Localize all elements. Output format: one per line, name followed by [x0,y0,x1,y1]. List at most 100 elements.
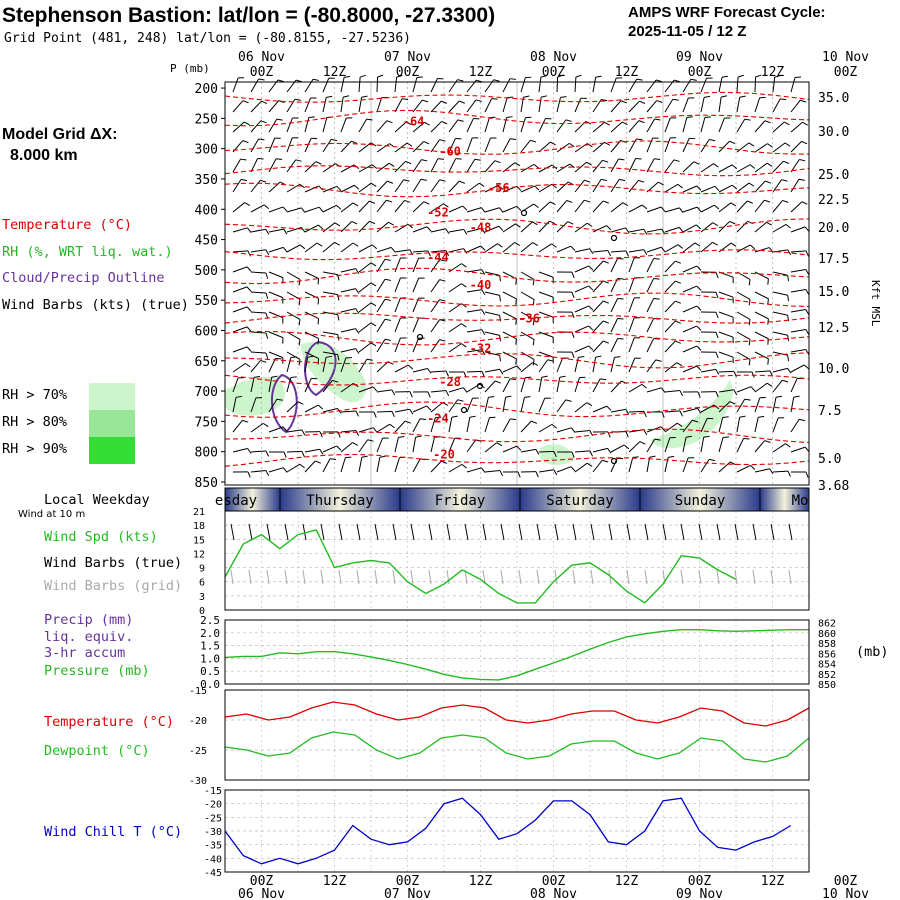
wind-barb-flag [781,179,788,182]
bottom-hour-tick: 12Z [469,874,493,889]
wind-barb [412,418,421,433]
wind-barb [394,121,407,133]
wind-barb [322,163,336,173]
pressure-tick: 852 [818,670,836,681]
wind-barb [538,469,554,473]
wind-barb-flag [636,138,643,141]
wind-barb [466,118,474,133]
wind-barb-flag [515,318,517,325]
wind-barb-flag [578,356,585,358]
wind-barb-flag [606,405,612,411]
upper-air-frame [224,81,810,486]
wind-barb [340,429,356,433]
wind-barb-flag [367,439,374,442]
wind-barb-flag [675,340,682,344]
wind-barb [592,320,604,333]
wind-barb-flag [461,463,467,469]
wind-barb-flag [787,249,792,256]
wind-barb [304,378,312,393]
wind-barb-flag [498,225,504,231]
wind-barb-flag [571,351,575,358]
wind-barb [700,185,716,193]
wind-barb-flag [307,355,314,358]
temperature-contour [224,218,810,235]
grid-wind-barb [356,569,360,585]
wind-barb-flag [480,245,486,251]
wind-barb [790,446,806,453]
wind-barb [268,137,276,153]
wind-barb [250,204,265,213]
temperature-contour-label: -40 [470,278,492,292]
wind-barb [664,390,680,393]
wind-barb-flag [764,199,771,203]
temperature-contour [224,249,810,261]
wind-barb-flag [331,138,338,142]
wind-barb-flag [693,161,700,165]
grid-wind-barb [788,569,792,585]
wind-barb [376,457,381,473]
wind-barb-flag [733,389,738,396]
top-hour-tick: 12Z [469,65,493,80]
wind-barb [718,437,724,453]
wind-barb-flag [531,221,538,226]
wind-barb-flag [722,436,730,439]
wind-barb [520,271,535,280]
legend-temperature: Temperature (°C) [2,217,133,233]
wind-barb [412,159,422,173]
wind-barb-flag [298,359,301,366]
wind-barb-flag [282,426,288,432]
wind-barb-flag [461,263,467,268]
wind-barb [430,460,442,473]
wind-barb-flag [696,285,702,291]
model-grid-label: Model Grid ΔX: [2,126,118,143]
wind-barb [556,181,569,193]
wind-barb-flag [517,471,521,478]
legend-rh90-swatch [89,437,135,464]
wind-barb-flag [709,458,716,462]
wind-barb [538,183,553,193]
wind-barb [772,379,783,393]
wind-barb-flag [295,159,302,162]
wind-barb-flag [559,375,566,378]
bottom-date-tick: 10 Nov [822,887,869,900]
wind-barb [340,242,354,253]
pressure-tick-label: 200 [195,82,218,97]
wind-barb [718,202,732,213]
wind-barb-flag [732,184,738,190]
wind-barb [772,291,788,296]
wind-barb [340,348,356,353]
wind-barb [556,466,572,473]
wind-barb [502,311,517,320]
wind-barb-flag [620,100,627,104]
wind-barb-flag [532,339,535,346]
wind-barb [754,143,768,153]
wind-barb-flag [463,248,468,254]
pressure-tick: 860 [818,629,836,640]
wind-barb-flag [439,179,446,182]
temp-tick: -20 [189,716,207,727]
wind-barb [304,161,317,173]
height-tick-label: 22.5 [818,193,849,208]
wind-barb [286,117,293,133]
wind-barb [754,370,770,373]
wind-barb-flag [246,286,252,292]
wind-barb-flag [730,202,737,207]
wind-barb-flag [389,423,395,429]
wind-barb-flag [420,418,427,420]
wind-barb-flag [606,225,612,231]
wind-barb [520,291,535,300]
surface-wind-barb [392,523,397,541]
pressure-tick-label: 500 [195,264,218,279]
wind-barb-flag [692,419,699,423]
wind-barb-flag [654,438,661,441]
wind-barb [790,121,803,133]
wind-barb [502,331,517,340]
wind-barb-flag [712,222,719,227]
bottom-date-tick: 09 Nov [676,887,723,900]
wind-barb [430,259,440,273]
wind-barb [358,220,370,233]
wind-barb-flag [260,359,267,363]
wind-barb-flag [604,141,610,146]
temperature-contour [224,109,810,127]
wind-barb-flag [469,415,476,418]
